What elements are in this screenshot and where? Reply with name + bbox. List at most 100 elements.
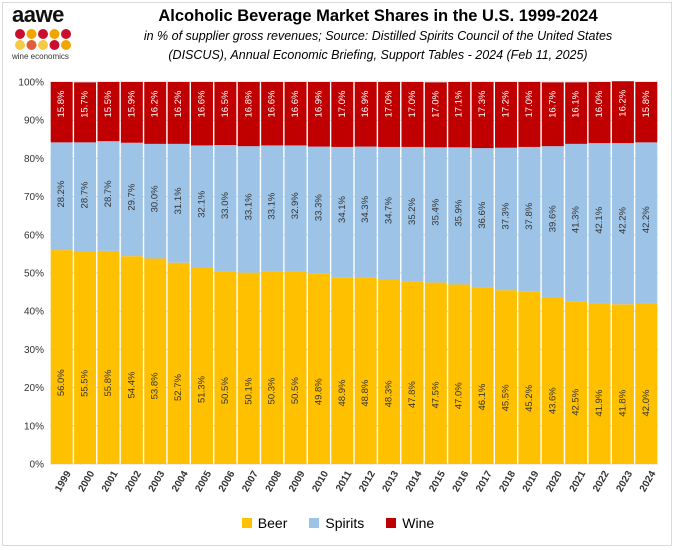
bar-beer [167,262,190,464]
data-label-spirits: 42.1% [594,206,605,233]
bar-beer [495,290,517,464]
bar-beer [448,284,471,464]
chart-subtitle-line-1: in % of supplier gross revenues; Source:… [143,29,613,43]
data-label-beer: 49.8% [313,378,324,405]
x-tick-label: 2008 [264,469,285,494]
bar-wine [495,82,517,148]
data-label-spirits: 35.4% [430,198,441,225]
bar-beer [307,273,330,464]
data-label-spirits: 36.6% [477,201,488,228]
data-label-wine: 16.2% [173,90,184,117]
data-label-wine: 16.9% [313,90,324,117]
x-tick-label: 2021 [568,469,589,494]
bar-beer [611,304,634,464]
bar-spirits [120,142,143,257]
data-label-spirits: 34.3% [360,195,371,222]
bar-wine [237,82,260,147]
chart-title: Alcoholic Beverage Market Shares in the … [158,7,598,25]
data-label-spirits: 33.0% [220,192,231,219]
legend-label-wine: Wine [402,515,435,531]
bar-beer [541,297,564,464]
x-tick-label: 2013 [381,469,402,494]
chart-header: Alcoholic Beverage Market Shares in the … [90,6,666,64]
x-tick-label: 2004 [170,469,191,494]
x-tick-label: 2018 [497,469,518,494]
data-label-spirits: 34.1% [337,195,348,222]
data-label-wine: 16.2% [150,90,161,117]
bar-spirits [495,147,517,291]
y-tick-label: 50% [24,269,44,280]
bar-wine [378,82,401,147]
data-label-beer: 47.5% [430,381,441,408]
data-label-wine: 16.6% [267,90,278,117]
bar-wine [144,82,167,144]
legend-swatch-wine [386,518,397,528]
data-labels: 56.0% 28.2% 15.8% 55.5% 28.7% 15.7% 55.8% 28.7%… [56,89,652,417]
y-tick-label: 40% [24,307,44,318]
data-label-wine: 16.2% [617,89,628,116]
data-label-wine: 16.1% [571,90,582,117]
data-label-beer: 50.3% [267,377,278,404]
x-tick-label: 2001 [100,469,121,494]
bar-beer [354,277,377,464]
bar-beer [588,303,611,464]
bar-wine [565,82,588,144]
data-label-beer: 48.3% [384,380,395,407]
x-tick-label: 2023 [614,469,635,494]
bar-beer [331,277,354,464]
legend-item-wine: Wine [386,515,434,531]
x-tick-label: 2011 [334,469,355,494]
bar-beer [401,281,424,464]
bar-wine [74,82,97,143]
bar-beer [50,250,73,464]
bar-wine [307,82,330,147]
logo-dot [38,40,48,50]
data-label-wine: 16.5% [220,90,231,117]
aawe-logo: aawe wine economics [12,4,74,64]
x-tick-label: 2015 [427,469,448,494]
logo-dot [15,40,25,50]
data-label-beer: 47.8% [407,381,418,408]
logo-dot [26,29,37,39]
logo-tagline: wine economics [12,52,69,61]
data-label-wine: 17.2% [501,90,512,117]
data-label-beer: 48.9% [337,379,348,406]
bar-spirits [588,143,611,304]
bar-spirits [518,146,541,292]
x-tick-label: 2020 [544,469,565,494]
bar-beer [635,303,658,464]
bar-beer [144,258,167,464]
bar-wine [635,82,658,143]
logo-dot [61,29,71,39]
logo-dot [15,29,25,39]
bar-beer [378,279,401,464]
legend-item-spirits: Spirits [309,515,364,531]
data-label-beer: 43.6% [547,387,558,414]
bar-wine [588,82,611,144]
chart-subtitle-line-2: (DISCUS), Annual Economic Briefing, Supp… [168,48,588,62]
bar-spirits [237,146,260,273]
bar-beer [284,271,307,464]
logo-dot [61,40,71,50]
bar-spirits [635,142,658,304]
bar-beer [471,287,494,464]
logo-dot [49,40,60,50]
y-tick-label: 70% [24,192,44,203]
x-tick-label: 2014 [404,469,425,494]
data-label-beer: 45.5% [501,384,512,411]
legend-swatch-beer [241,518,252,528]
bar-spirits [191,145,213,269]
x-tick-label: 2024 [638,469,659,494]
bar-beer [214,271,237,464]
bar-spirits [97,141,120,251]
data-label-beer: 41.9% [594,389,605,416]
bar-wine [191,82,213,146]
x-tick-label: 2010 [310,469,331,494]
bar-spirits [541,146,564,298]
data-label-wine: 15.5% [103,90,114,117]
logo-dots-graphic [15,29,71,50]
bar-spirits [214,145,237,272]
bar-spirits [144,143,167,259]
data-label-wine: 16.7% [547,90,558,117]
data-label-spirits: 29.7% [126,183,137,210]
